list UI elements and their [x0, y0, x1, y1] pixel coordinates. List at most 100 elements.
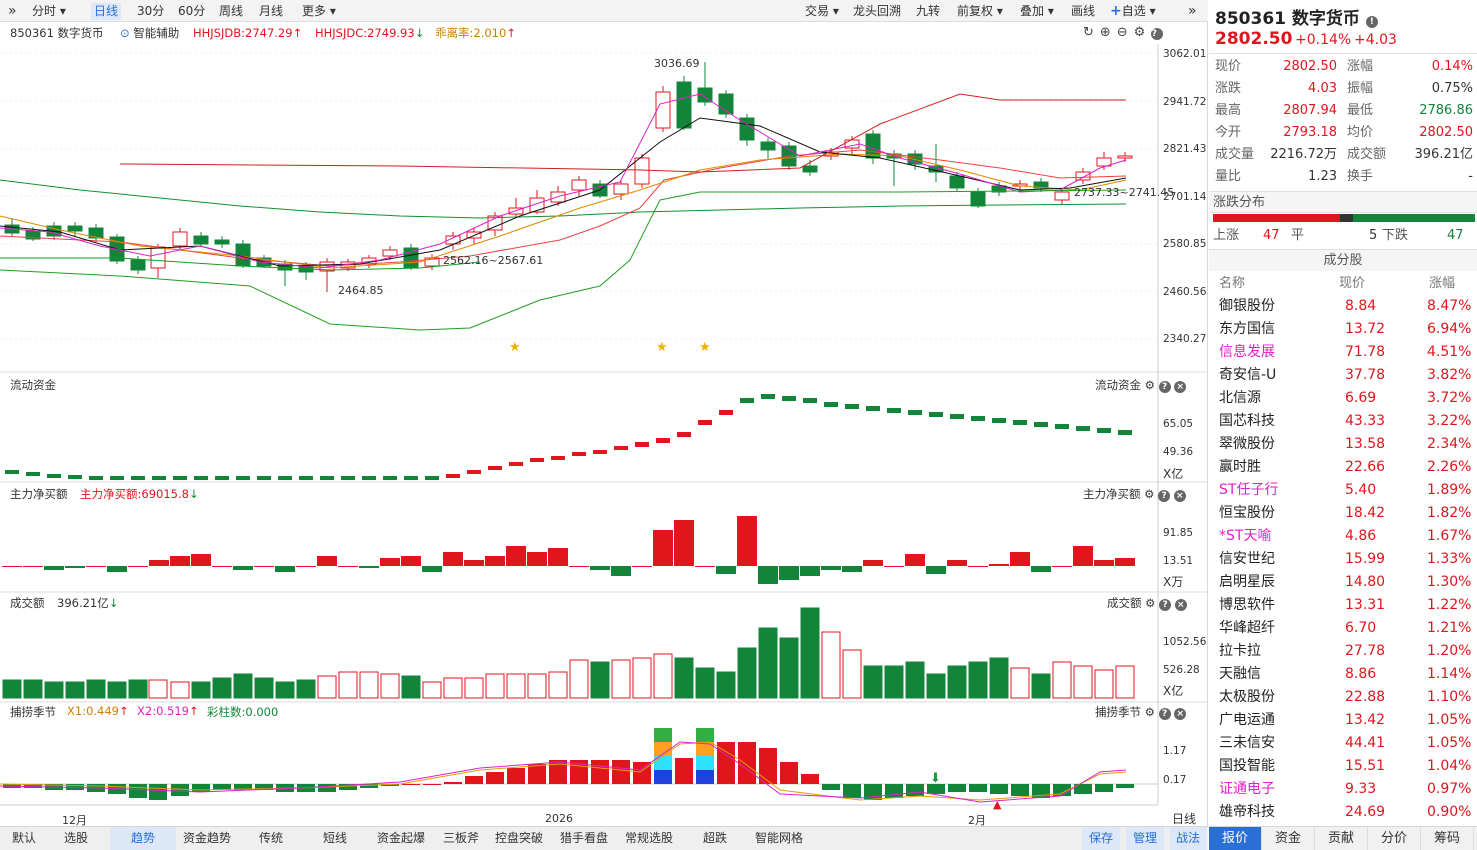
- info-icon[interactable]: !: [1365, 16, 1378, 28]
- constituent-row[interactable]: 奇安信-U 37.78 3.82%: [1209, 364, 1477, 387]
- tab-smart-grid[interactable]: 智能网格: [755, 831, 804, 845]
- price-tick: 2580.85: [1163, 238, 1207, 250]
- nav-collapse-icon[interactable]: »: [8, 3, 17, 19]
- constituent-row[interactable]: 赢时胜 22.66 2.26%: [1209, 456, 1477, 479]
- tab-hunter[interactable]: 猎手看盘: [560, 831, 609, 845]
- constituent-row[interactable]: 信息发展 71.78 4.51%: [1209, 341, 1477, 364]
- quote-title: 850361 数字货币 !: [1215, 4, 1378, 29]
- constituent-row[interactable]: 御银股份 8.84 8.47%: [1209, 295, 1477, 318]
- period-30min[interactable]: 30分: [137, 4, 165, 18]
- constituent-row[interactable]: 拉卡拉 27.78 1.20%: [1209, 640, 1477, 663]
- period-monthly[interactable]: 月线: [259, 4, 284, 18]
- constituent-cell: 6.69: [1345, 390, 1377, 406]
- constituent-row[interactable]: *ST天喻 4.86 1.67%: [1209, 525, 1477, 548]
- constituent-cell: 3.82%: [1427, 367, 1472, 383]
- constituent-row[interactable]: 东方国信 13.72 6.94%: [1209, 318, 1477, 341]
- flow-bar: [845, 404, 859, 409]
- flow-bar: [341, 476, 355, 480]
- constituent-cell: 0.97%: [1427, 781, 1472, 797]
- nine-turn-button[interactable]: 九转: [916, 4, 941, 18]
- constituent-row[interactable]: 天融信 8.86 1.14%: [1209, 663, 1477, 686]
- constituent-row[interactable]: 太极股份 22.88 1.10%: [1209, 686, 1477, 709]
- net-bar: [1094, 560, 1114, 566]
- constituent-row[interactable]: 证通电子 9.33 0.97%: [1209, 778, 1477, 801]
- constituent-row[interactable]: 翠微股份 13.58 2.34%: [1209, 433, 1477, 456]
- turnover-bar: [968, 661, 988, 699]
- period-intraday[interactable]: 分时 ▾: [32, 4, 66, 18]
- tab-contribution[interactable]: 贡献: [1315, 827, 1368, 850]
- season-bar: [465, 776, 483, 784]
- constituent-row[interactable]: 三未信安 44.41 1.05%: [1209, 732, 1477, 755]
- trade-menu[interactable]: 交易 ▾: [805, 4, 839, 18]
- candlestick-chart[interactable]: ★ ★ ★ ⬇ ▲: [0, 0, 1208, 850]
- constituent-row[interactable]: 博思软件 13.31 1.22%: [1209, 594, 1477, 617]
- low-annotation: 2464.85: [338, 284, 384, 297]
- constituent-row[interactable]: 北信源 6.69 3.72%: [1209, 387, 1477, 410]
- tab-fund-trend[interactable]: 资金趋势: [183, 831, 232, 845]
- season-panel-right-title[interactable]: 捕捞季节 ⚙ ? ×: [1095, 704, 1187, 720]
- chart-controls-icon[interactable]: ↻⊕⊖⚙?: [1083, 25, 1164, 40]
- tab-control-break[interactable]: 控盘突破: [495, 831, 544, 845]
- quote-cell: 振幅: [1347, 81, 1374, 96]
- save-button[interactable]: 保存: [1082, 827, 1120, 850]
- quote-cell: 2216.72万: [1270, 147, 1337, 162]
- turnover-panel-right-title[interactable]: 成交额 ⚙ ? ×: [1107, 595, 1187, 611]
- tab-regular-pick[interactable]: 常规选股: [625, 831, 674, 845]
- candle-body: [802, 165, 818, 173]
- leader-review-button[interactable]: 龙头回溯: [853, 4, 902, 18]
- manage-button[interactable]: 管理: [1126, 827, 1164, 850]
- turnover-panel-value: 396.21亿↓: [57, 596, 119, 610]
- constituent-row[interactable]: 雄帝科技 24.69 0.90%: [1209, 801, 1477, 824]
- net-bar: [926, 566, 946, 574]
- constituent-row[interactable]: 启明星辰 14.80 1.30%: [1209, 571, 1477, 594]
- draw-button[interactable]: 画线: [1071, 4, 1096, 18]
- tab-stock-pick[interactable]: 选股: [64, 831, 89, 845]
- toolbar-expand-icon[interactable]: »: [1188, 3, 1197, 19]
- flow-bar: [1076, 426, 1090, 431]
- tab-quote[interactable]: 报价: [1209, 827, 1262, 850]
- constituent-row[interactable]: ST任子行 5.40 1.89%: [1209, 479, 1477, 502]
- tab-chips[interactable]: 筹码: [1421, 827, 1474, 850]
- turnover-bar: [401, 675, 421, 699]
- flow-bar: [362, 476, 376, 480]
- constituent-row[interactable]: 广电运通 13.42 1.05%: [1209, 709, 1477, 732]
- tab-default[interactable]: 默认: [12, 831, 37, 845]
- watchlist-add-button[interactable]: +自选 ▾: [1110, 3, 1156, 19]
- smart-assist-toggle[interactable]: ⊙ 智能辅助: [120, 26, 180, 40]
- turnover-bar: [569, 659, 589, 699]
- constituent-row[interactable]: 国芯科技 43.33 3.22%: [1209, 410, 1477, 433]
- tab-fund-burst[interactable]: 资金起爆: [377, 831, 426, 845]
- tab-traditional[interactable]: 传统: [259, 831, 284, 845]
- turnover-bar: [296, 679, 316, 699]
- constituent-row[interactable]: 国投智能 15.51 1.04%: [1209, 755, 1477, 778]
- candle-body: [529, 197, 545, 213]
- tab-price-dist[interactable]: 分价: [1368, 827, 1421, 850]
- constituent-cell: 华峰超纤: [1219, 620, 1275, 636]
- period-more[interactable]: 更多 ▾: [302, 4, 336, 18]
- strategy-button[interactable]: 战法: [1170, 827, 1206, 850]
- season-color-block: [654, 770, 672, 784]
- constituent-row[interactable]: 恒宝股份 18.42 1.82%: [1209, 502, 1477, 525]
- constituent-row[interactable]: 华峰超纤 6.70 1.21%: [1209, 617, 1477, 640]
- constituent-row[interactable]: 信安世纪 15.99 1.33%: [1209, 548, 1477, 571]
- flow-bar: [698, 420, 712, 425]
- period-daily[interactable]: 日线: [91, 3, 122, 20]
- tab-oversold[interactable]: 超跌: [703, 831, 728, 845]
- overlay-menu[interactable]: 叠加 ▾: [1020, 4, 1054, 18]
- tab-trend[interactable]: 趋势: [110, 827, 176, 850]
- flow-panel-right-title[interactable]: 流动资金 ⚙ ? ×: [1095, 377, 1187, 393]
- period-weekly[interactable]: 周线: [219, 4, 244, 18]
- tab-funds[interactable]: 资金: [1262, 827, 1315, 850]
- flow-bar: [236, 476, 250, 480]
- flow-bar: [383, 476, 397, 480]
- adjust-menu[interactable]: 前复权 ▾: [957, 4, 1003, 18]
- season-bar: [717, 742, 735, 784]
- flow-bar: [5, 470, 19, 474]
- season-bar: [255, 784, 273, 790]
- net-bar: [422, 566, 442, 572]
- net-panel-right-title[interactable]: 主力净买额 ⚙ ? ×: [1083, 486, 1186, 502]
- tab-three-axes[interactable]: 三板斧: [443, 831, 480, 845]
- period-60min[interactable]: 60分: [178, 4, 206, 18]
- constituent-cell: 1.89%: [1427, 482, 1472, 498]
- tab-short-term[interactable]: 短线: [323, 831, 348, 845]
